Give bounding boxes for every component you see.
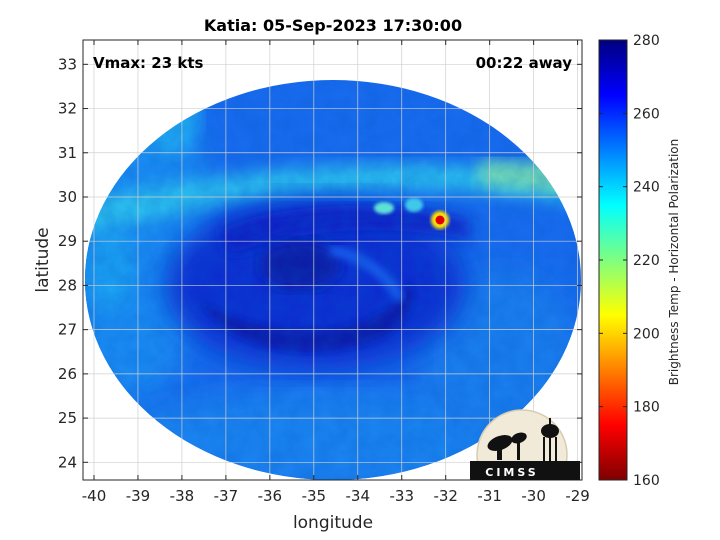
swath-image — [85, 80, 581, 480]
colorbar-tick-label: 220 — [633, 253, 660, 269]
colorbar-ticks: 160 180 200 220 240 260 280 — [599, 33, 660, 489]
x-tick-label: -37 — [214, 487, 239, 505]
warm-spot-1 — [374, 202, 394, 214]
y-tick-label: 24 — [58, 453, 77, 471]
y-tick-label: 30 — [58, 188, 77, 206]
x-axis-label: longitude — [293, 513, 373, 533]
y-axis-label: latitude — [33, 227, 53, 292]
colorbar-tick-label: 160 — [633, 473, 660, 489]
vmax-annotation: Vmax: 23 kts — [93, 54, 203, 72]
colorbar-tick-label: 260 — [633, 106, 660, 122]
y-tick-label: 28 — [58, 276, 77, 294]
colorbar-label: Brightness Temp - Horizontal Polarizatio… — [667, 139, 681, 386]
colorbar — [598, 39, 628, 481]
y-tick-label: 25 — [58, 409, 77, 427]
y-tick-label: 33 — [58, 55, 77, 73]
x-tick-label: -38 — [170, 487, 195, 505]
x-tick-label: -33 — [389, 487, 414, 505]
x-tick-label: -35 — [302, 487, 327, 505]
cimss-logo: CIMSS — [470, 409, 580, 480]
chart-title: Katia: 05-Sep-2023 17:30:00 — [204, 16, 462, 35]
x-tick-label: -40 — [82, 487, 107, 505]
x-tick-labels: -40 -39 -38 -37 -36 -35 -34 -33 -32 -31 -30 -29 — [82, 487, 590, 505]
x-tick-label: -34 — [346, 487, 371, 505]
time-away-annotation: 00:22 away — [476, 54, 573, 72]
hot-pixel — [435, 215, 445, 225]
swath-texture — [85, 80, 581, 480]
x-tick-label: -31 — [477, 487, 502, 505]
y-tick-label: 27 — [58, 321, 77, 339]
x-tick-label: -29 — [565, 487, 590, 505]
colorbar-tick-label: 180 — [633, 400, 660, 416]
colorbar-tick-label: 200 — [633, 326, 660, 342]
warm-spot-2 — [405, 198, 423, 212]
y-tick-label: 32 — [58, 100, 77, 118]
logo-text: CIMSS — [485, 466, 538, 479]
grid — [83, 40, 582, 480]
satellite-dish-water-tower-icon — [470, 409, 580, 480]
y-tick-label: 29 — [58, 232, 77, 250]
y-tick-label: 31 — [58, 144, 77, 162]
x-tick-label: -36 — [258, 487, 283, 505]
y-tick-label: 26 — [58, 365, 77, 383]
axes-box — [82, 39, 583, 481]
x-tick-label: -39 — [126, 487, 151, 505]
x-tick-label: -30 — [521, 487, 546, 505]
colorbar-tick-label: 280 — [633, 33, 660, 49]
y-tick-labels: 24 25 26 27 28 29 30 31 32 33 — [58, 55, 77, 471]
x-tick-label: -32 — [433, 487, 458, 505]
colorbar-tick-label: 240 — [633, 180, 660, 196]
